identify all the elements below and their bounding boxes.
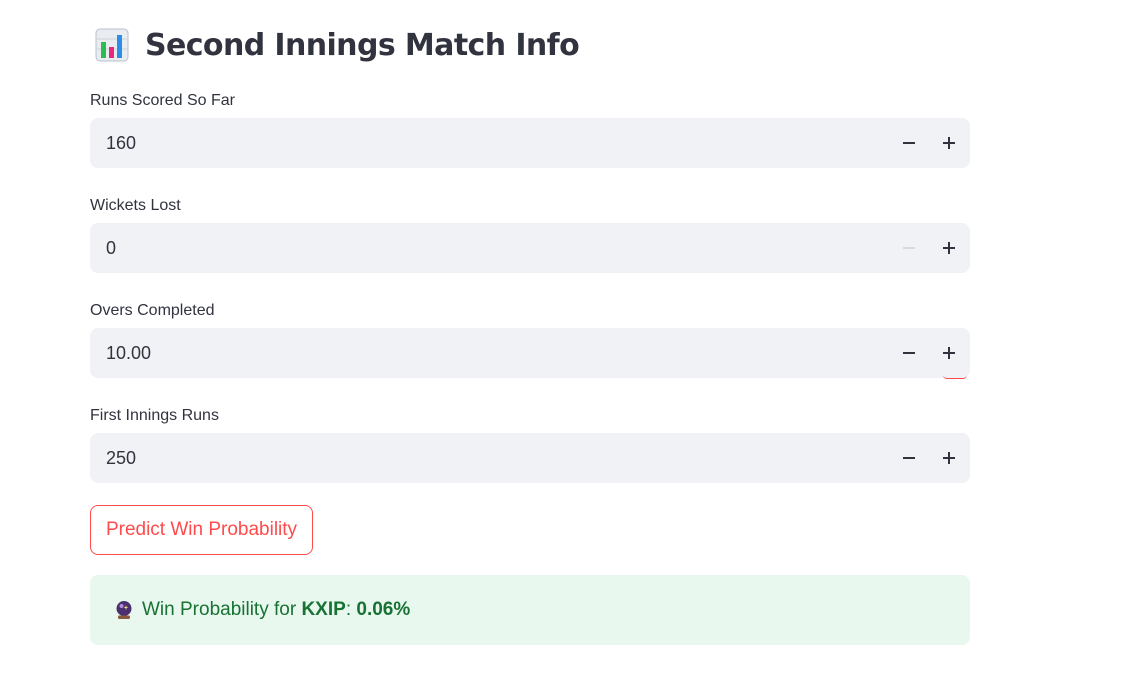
runs-scored-input[interactable]	[106, 118, 866, 168]
minus-icon	[903, 142, 915, 144]
win-probability-result: Win Probability for KXIP: 0.06%	[90, 575, 970, 645]
page-title: Second Innings Match Info	[145, 27, 580, 63]
wickets-lost-input[interactable]	[106, 223, 866, 273]
first-innings-runs-label: First Innings Runs	[90, 407, 219, 424]
first-innings-runs-input[interactable]	[106, 433, 866, 483]
minus-icon	[903, 247, 915, 249]
first-innings-runs-number-input	[90, 433, 970, 483]
bar-chart-icon	[95, 28, 129, 62]
wickets-lost-increment-button[interactable]	[929, 223, 969, 273]
minus-icon	[903, 457, 915, 459]
focus-accent	[943, 375, 967, 379]
result-prefix: Win Probability for	[142, 599, 302, 620]
wickets-lost-field: Wickets Lost	[90, 195, 970, 273]
plus-icon	[943, 347, 955, 359]
predict-win-probability-button[interactable]: Predict Win Probability	[90, 505, 313, 555]
overs-completed-number-input	[90, 328, 970, 379]
wickets-lost-decrement-button[interactable]	[889, 223, 929, 273]
runs-scored-increment-button[interactable]	[929, 118, 969, 168]
wickets-lost-label: Wickets Lost	[90, 197, 181, 214]
result-team: KXIP	[301, 599, 346, 620]
runs-scored-decrement-button[interactable]	[889, 118, 929, 168]
runs-scored-field: Runs Scored So Far	[90, 90, 970, 168]
runs-scored-number-input	[90, 118, 970, 168]
main-container: Second Innings Match Info Runs Scored So…	[90, 0, 970, 645]
overs-completed-decrement-button[interactable]	[889, 328, 929, 378]
plus-icon	[943, 452, 955, 464]
runs-scored-label: Runs Scored So Far	[90, 92, 235, 109]
crystal-ball-icon	[114, 600, 134, 620]
overs-completed-input[interactable]	[106, 328, 866, 378]
first-innings-runs-decrement-button[interactable]	[889, 433, 929, 483]
wickets-lost-number-input	[90, 223, 970, 273]
plus-icon	[943, 137, 955, 149]
result-separator: :	[345, 599, 357, 620]
overs-completed-increment-button[interactable]	[929, 328, 969, 378]
overs-completed-label: Overs Completed	[90, 302, 215, 319]
plus-icon	[943, 242, 955, 254]
first-innings-runs-increment-button[interactable]	[929, 433, 969, 483]
minus-icon	[903, 352, 915, 354]
overs-completed-field: Overs Completed	[90, 300, 970, 379]
page-header: Second Innings Match Info	[90, 25, 970, 65]
first-innings-runs-field: First Innings Runs	[90, 405, 970, 483]
result-probability: 0.06%	[356, 599, 411, 620]
